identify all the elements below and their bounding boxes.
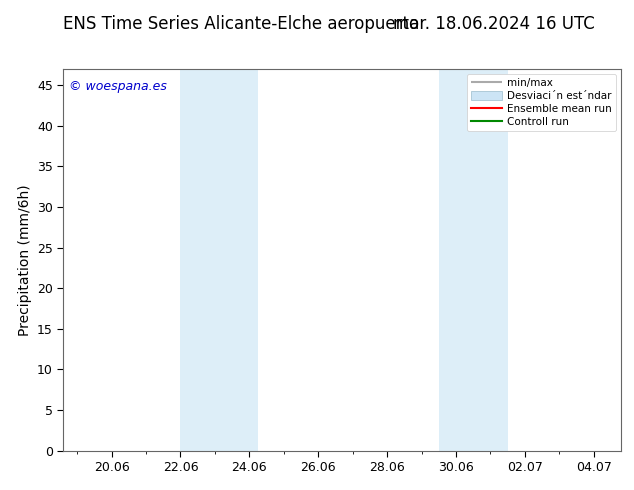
Y-axis label: Precipitation (mm/6h): Precipitation (mm/6h) — [18, 184, 32, 336]
Text: mar. 18.06.2024 16 UTC: mar. 18.06.2024 16 UTC — [393, 15, 595, 33]
Text: ENS Time Series Alicante-Elche aeropuerto: ENS Time Series Alicante-Elche aeropuert… — [63, 15, 420, 33]
Bar — [439, 69, 508, 451]
Text: © woespana.es: © woespana.es — [69, 80, 167, 93]
Bar — [181, 69, 258, 451]
Legend: min/max, Desviaci´n est´ndar, Ensemble mean run, Controll run: min/max, Desviaci´n est´ndar, Ensemble m… — [467, 74, 616, 131]
